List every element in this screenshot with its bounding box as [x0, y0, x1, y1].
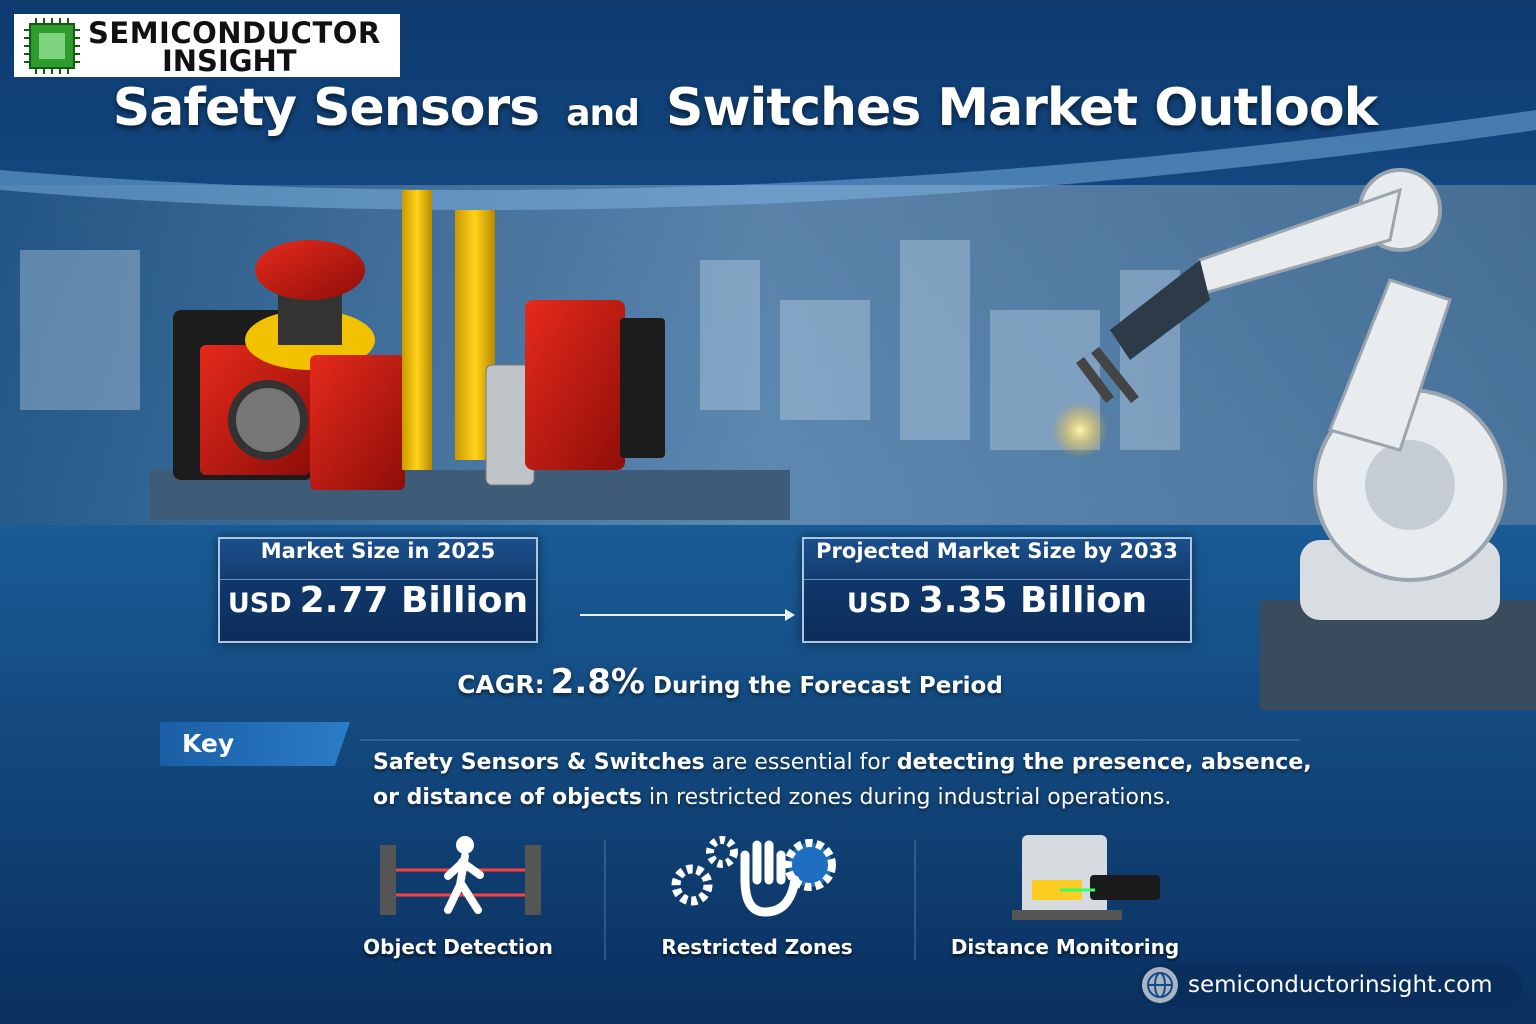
stat-value: USD 2.77 Billion: [220, 580, 536, 621]
stat-label: Market Size in 2025: [220, 539, 536, 580]
title: Safety Sensors and Switches Market Outlo…: [0, 78, 1490, 138]
stat-box: Market Size in 2025 USD 2.77 Billion: [218, 537, 538, 643]
footer-url: semiconductorinsight.com: [1188, 972, 1493, 998]
light-curtain-1: [402, 190, 432, 470]
interlock-side: [620, 318, 665, 458]
feature-label: Object Detection: [363, 935, 553, 959]
cagr-suffix: During the Forecast Period: [652, 673, 1003, 699]
stat-value: USD 3.35 Billion: [804, 580, 1190, 621]
icon-distance-monitoring: [1012, 835, 1160, 920]
insight-segment: in restricted zones during industrial op…: [641, 785, 1172, 810]
title-part: Switches Market Outlook: [666, 78, 1378, 138]
logo-text: INSIGHT: [162, 44, 297, 78]
arrow-head: [785, 609, 795, 621]
title-part: Safety Sensors: [112, 78, 540, 138]
logo: SEMICONDUCTOR INSIGHT: [14, 14, 400, 78]
footer-globe: [1142, 967, 1178, 1003]
icon-object-detection: [380, 836, 541, 915]
insight-segment: detecting the presence, absence,: [896, 750, 1312, 775]
insight-line: Safety Sensors & Switches are essential …: [373, 745, 1312, 780]
robot-arm: [1052, 168, 1536, 710]
icon-restricted-zones: [671, 836, 836, 917]
switch-body-2: [310, 355, 405, 490]
stat-label: Projected Market Size by 2033: [804, 539, 1190, 580]
insight-text: Safety Sensors & Switches are essential …: [373, 745, 1312, 815]
logo-text: SEMICONDUCTOR: [88, 16, 381, 50]
stat-amount: 2.77 Billion: [299, 580, 529, 621]
interlock-switch: [525, 300, 625, 470]
stat-currency: USD: [846, 588, 911, 619]
insight-segment: Safety Sensors & Switches: [373, 750, 705, 775]
swoosh: [0, 110, 1536, 210]
feature-label: Distance Monitoring: [950, 935, 1180, 959]
logo-chip: [24, 18, 80, 74]
factory-shapes: [20, 240, 1180, 450]
stat-box: Projected Market Size by 2033 USD 3.35 Bi…: [802, 537, 1192, 643]
title-part: and: [566, 93, 640, 134]
feature-label: Restricted Zones: [661, 935, 853, 959]
cagr: CAGR: 2.8% During the Forecast Period: [330, 662, 1130, 702]
estop-button: [255, 240, 365, 300]
stat-currency: USD: [227, 588, 292, 619]
insight-line: or distance of objects in restricted zon…: [373, 780, 1312, 815]
footer: semiconductorinsight.com: [1138, 964, 1522, 1006]
switch-knob: [228, 380, 308, 460]
cagr-prefix: CAGR:: [457, 670, 545, 699]
insight-segment: are essential for: [704, 750, 897, 775]
stat-amount: 3.35 Billion: [918, 580, 1148, 621]
insight-heading: Key Insight:: [160, 722, 350, 766]
cagr-value: 2.8%: [550, 662, 645, 702]
insight-segment: or distance of objects: [373, 785, 642, 810]
